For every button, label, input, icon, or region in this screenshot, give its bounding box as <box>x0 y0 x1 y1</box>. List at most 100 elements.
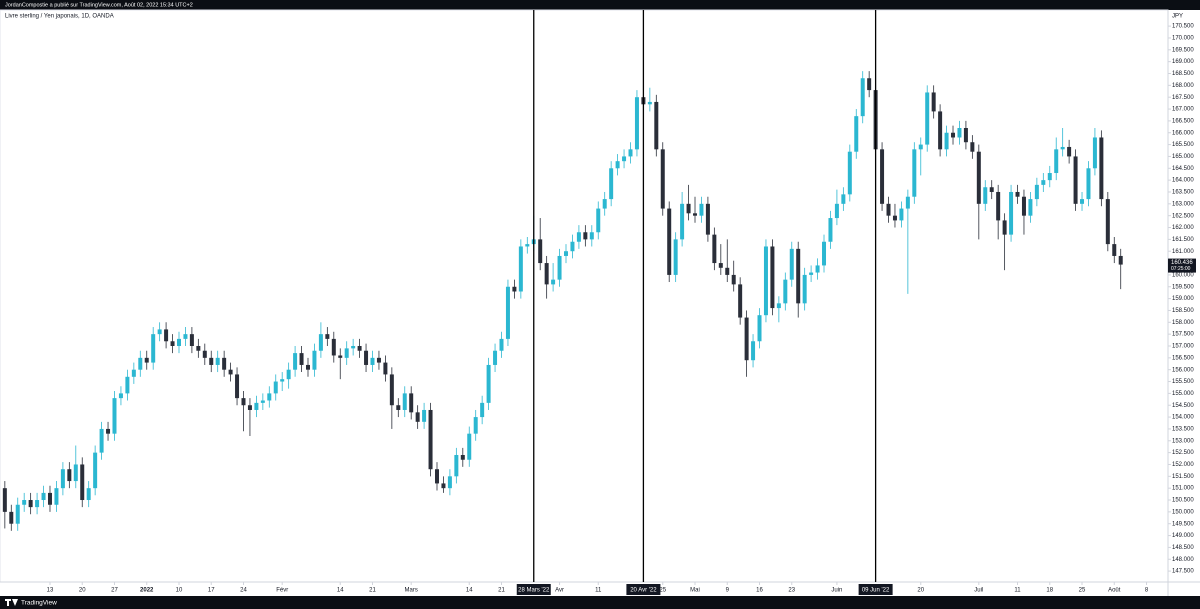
y-tick-label: 168.000 <box>1172 83 1194 89</box>
y-tick-label: 166.500 <box>1172 118 1194 124</box>
candle-body <box>834 203 839 219</box>
y-tick-label: 162.000 <box>1172 225 1194 231</box>
candle-body <box>731 274 736 285</box>
candle-body <box>1067 146 1072 157</box>
top-bar <box>0 0 1200 10</box>
symbol-title: Livre sterling / Yen japonais, 1D, OANDA <box>5 14 114 20</box>
candle-body <box>615 161 620 169</box>
candle-body <box>389 374 394 406</box>
candle-body <box>905 196 910 209</box>
candle-body <box>854 116 859 152</box>
y-tick-label: 169.500 <box>1172 47 1194 53</box>
candle-body <box>989 187 994 192</box>
candle-body <box>628 149 633 157</box>
candle-body <box>970 142 975 152</box>
candle-body <box>41 492 46 501</box>
marker-label: 09 Jun '22 <box>862 588 890 594</box>
candle-body <box>1073 156 1078 204</box>
candle-body <box>602 199 607 209</box>
candle-body <box>80 464 85 501</box>
candle-body <box>125 376 130 394</box>
x-tick-label: 23 <box>788 588 795 594</box>
candle-body <box>705 203 710 235</box>
candle-body <box>383 362 388 375</box>
candle-body <box>273 381 278 394</box>
candle-body <box>202 350 207 358</box>
candle-body <box>357 345 362 351</box>
candle-body <box>770 246 775 309</box>
marker-label: 28 Mars '22 <box>518 588 550 594</box>
candle-body <box>957 128 962 138</box>
candle-body <box>576 232 581 242</box>
x-tick-label: Août <box>1108 588 1121 594</box>
candle-body <box>686 203 691 214</box>
y-tick-label: 148.500 <box>1172 545 1194 551</box>
candle-body <box>1118 255 1123 265</box>
published-note: JordanCompostie a publié sur TradingView… <box>5 2 193 8</box>
y-tick-label: 149.000 <box>1172 533 1194 539</box>
last-price: 160.436 <box>1171 260 1193 266</box>
candle-body <box>47 492 52 505</box>
candle-body <box>944 132 949 150</box>
candle-body <box>744 317 749 361</box>
y-tick-label: 167.000 <box>1172 107 1194 113</box>
candle-body <box>1047 173 1052 181</box>
candle-body <box>235 374 240 399</box>
x-tick-label: Févr <box>276 588 288 594</box>
x-tick-label: 25 <box>659 588 666 594</box>
candle-body <box>189 334 194 346</box>
candle-body <box>983 187 988 204</box>
axes: 170.500 170.000 169.500 169.000 168.500 168.0… <box>47 10 1196 595</box>
candle-body <box>1009 191 1014 235</box>
candle-body <box>609 168 614 200</box>
candle-body <box>1028 199 1033 216</box>
candle-body <box>344 348 349 358</box>
bottom-bar <box>0 596 1200 609</box>
candle-body <box>951 132 956 138</box>
x-tick-label: 11 <box>595 588 602 594</box>
candle-body <box>196 345 201 351</box>
x-tick-label: 21 <box>369 588 376 594</box>
candle-body <box>2 488 7 512</box>
candle-body <box>267 393 272 401</box>
y-tick-label: 151.000 <box>1172 486 1194 492</box>
candle-body <box>963 128 968 143</box>
x-tick-label: 25 <box>1079 588 1086 594</box>
candle-body <box>176 338 181 346</box>
candle-body <box>918 144 923 150</box>
candle-body <box>106 428 111 434</box>
y-tick-label: 154.500 <box>1172 403 1194 409</box>
y-tick-label: 169.000 <box>1172 59 1194 65</box>
candle-body <box>228 369 233 375</box>
y-tick-label: 155.000 <box>1172 391 1194 397</box>
marker-label-box <box>626 584 661 595</box>
candle-body <box>757 315 762 342</box>
candle-body <box>551 279 556 285</box>
candle-body <box>170 341 175 346</box>
candle-body <box>634 97 639 150</box>
candle-body <box>1112 244 1117 256</box>
y-tick-label: 164.000 <box>1172 178 1194 184</box>
marker-label-box <box>516 584 551 595</box>
candle-body <box>892 215 897 221</box>
candle-body <box>299 353 304 365</box>
y-tick-label: 147.500 <box>1172 569 1194 575</box>
candle-body <box>402 393 407 410</box>
y-tick-label: 155.500 <box>1172 379 1194 385</box>
candle-body <box>370 357 375 365</box>
x-tick-label: Mars <box>405 588 418 594</box>
x-tick-label: Juil <box>974 588 983 594</box>
candle-body <box>415 412 420 422</box>
candle-body <box>460 454 465 460</box>
candle-body <box>73 464 78 482</box>
candle-body <box>673 239 678 275</box>
candle-body <box>763 246 768 316</box>
candle-body <box>22 500 27 505</box>
candle-body <box>1080 199 1085 204</box>
candle-body <box>1086 168 1091 200</box>
y-tick-label: 159.000 <box>1172 296 1194 302</box>
candle-body <box>564 251 569 256</box>
candle-body <box>499 338 504 351</box>
candle-body <box>338 355 343 358</box>
y-tick-label: 163.500 <box>1172 190 1194 196</box>
